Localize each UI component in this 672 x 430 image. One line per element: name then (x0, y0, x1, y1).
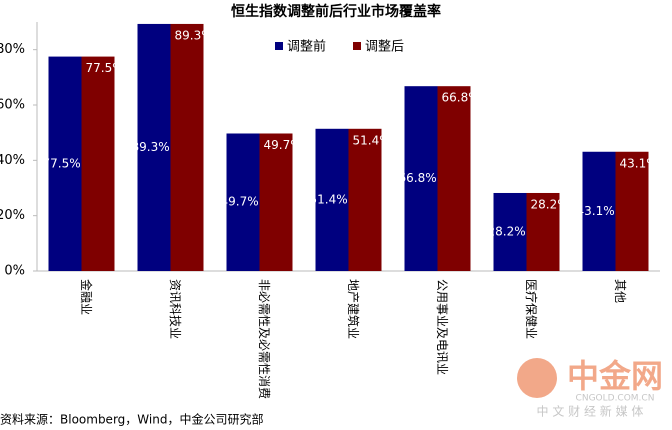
legend-swatch (353, 42, 361, 50)
data-label: 49.7% (221, 195, 259, 209)
bar (615, 151, 649, 271)
bar (404, 86, 438, 271)
data-label: 28.2% (531, 197, 569, 211)
x-tick-label: 医疗保健业 (524, 279, 538, 339)
watermark-slogan: 中 文 财 经 新 媒 体 (537, 404, 644, 419)
x-tick-label: 资讯科技业 (168, 279, 182, 339)
y-tick-label: 60% (0, 98, 25, 113)
y-tick-label: 0% (4, 264, 25, 279)
bar (582, 151, 616, 271)
bar (170, 23, 204, 272)
y-tick-label: 40% (0, 153, 25, 168)
bar (437, 86, 471, 271)
legend-label: 调整后 (365, 40, 404, 55)
x-tick-label: 金融业 (79, 279, 94, 315)
bar (348, 128, 382, 271)
legend-swatch (275, 42, 283, 50)
data-label: 77.5% (43, 156, 81, 170)
data-label: 66.8% (442, 91, 480, 105)
data-label: 77.5% (86, 61, 124, 75)
bar (226, 133, 260, 271)
x-tick-label: 其他 (613, 279, 627, 303)
watermark-logo (517, 358, 557, 398)
data-label: 51.4% (310, 192, 348, 206)
bar (526, 192, 560, 271)
data-label: 43.1% (620, 156, 658, 170)
legend-label: 调整前 (287, 39, 326, 55)
watermark-name: 中金网 (567, 357, 663, 395)
data-label: 49.7% (264, 138, 302, 152)
y-tick-label: 20% (0, 208, 25, 223)
bar (137, 23, 171, 272)
x-tick-label: 地产建筑业 (346, 279, 361, 339)
bar (48, 56, 82, 272)
data-label: 66.8% (399, 171, 437, 185)
x-tick-label: 非必需性及必需性消费 (257, 279, 271, 399)
bar (315, 128, 349, 271)
source-note: 资料来源：Bloomberg，Wind，中金公司研究部 (0, 412, 263, 427)
x-tick-label: 公用事业及电讯业 (435, 279, 449, 375)
data-label: 28.2% (488, 224, 526, 238)
bar (81, 56, 115, 272)
bar (493, 192, 527, 271)
data-label: 43.1% (577, 204, 615, 218)
data-label: 89.3% (132, 140, 170, 154)
watermark: 中金网 CNGOLD.COM.CN 中 文 财 经 新 媒 体 (517, 357, 663, 419)
watermark-url: CNGOLD.COM.CN (576, 394, 655, 404)
data-label: 89.3% (175, 28, 213, 42)
y-tick-label: 80% (0, 42, 25, 57)
bar (259, 133, 293, 271)
data-label: 51.4% (353, 133, 391, 147)
chart-title: 恒生指数调整前后行业市场覆盖率 (231, 3, 441, 20)
